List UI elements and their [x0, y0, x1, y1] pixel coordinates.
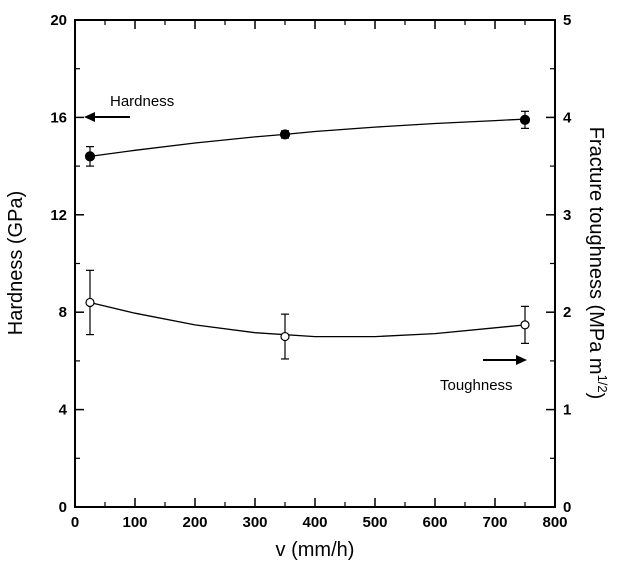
y-left-tick-label: 16: [50, 109, 67, 126]
toughness-annotation: Toughness: [440, 377, 513, 394]
x-tick-label: 500: [362, 514, 387, 531]
y-axis-right-title-close: ): [585, 393, 607, 400]
toughness-data-point: [280, 331, 290, 342]
hardness-fit-curve: [89, 118, 526, 158]
hardness-data-point: [519, 114, 531, 125]
y-right-tick-label: 4: [563, 109, 572, 126]
x-axis-title: v (mm/h): [276, 539, 355, 561]
toughness-data-point: [85, 297, 95, 308]
y-axis-right-title: Fracture toughness (MPa m1/2): [585, 127, 610, 400]
x-tick-label: 200: [182, 514, 207, 531]
toughness-arrow: [483, 355, 527, 365]
x-tick-label: 300: [242, 514, 267, 531]
x-tick-label: 600: [422, 514, 447, 531]
y-axis-left-title: Hardness (GPa): [5, 191, 27, 336]
y-axis-right-title-sup: 1/2: [595, 375, 610, 393]
hardness-data-point: [84, 151, 96, 162]
y-right-tick-label: 2: [563, 304, 571, 321]
data-point-group: [84, 114, 531, 342]
y-left-tick-label: 8: [59, 304, 67, 321]
y-left-tick-label: 20: [50, 12, 67, 29]
y-axis-right-title-main: Fracture toughness (MPa m: [585, 127, 607, 375]
y-left-tick-label: 0: [59, 499, 67, 516]
x-tick-label: 0: [71, 514, 79, 531]
x-tick-label: 400: [302, 514, 327, 531]
fit-curve-group: [89, 118, 526, 338]
x-tick-label: 700: [482, 514, 507, 531]
toughness-data-point: [520, 320, 530, 330]
hardness-annotation: Hardness: [110, 93, 174, 110]
x-tick-label: 800: [542, 514, 567, 531]
tick-group: [74, 19, 556, 508]
y-right-tick-label: 0: [563, 499, 571, 516]
y-left-tick-label: 12: [50, 207, 67, 224]
toughness-fit-curve: [89, 301, 526, 338]
y-right-tick-label: 3: [563, 207, 571, 224]
hardness-arrow: [84, 112, 130, 122]
y-left-tick-label: 4: [59, 402, 68, 419]
hardness-data-point: [279, 129, 291, 140]
y-right-tick-label: 5: [563, 12, 571, 29]
y-right-tick-label: 1: [563, 402, 571, 419]
x-tick-label: 100: [122, 514, 147, 531]
